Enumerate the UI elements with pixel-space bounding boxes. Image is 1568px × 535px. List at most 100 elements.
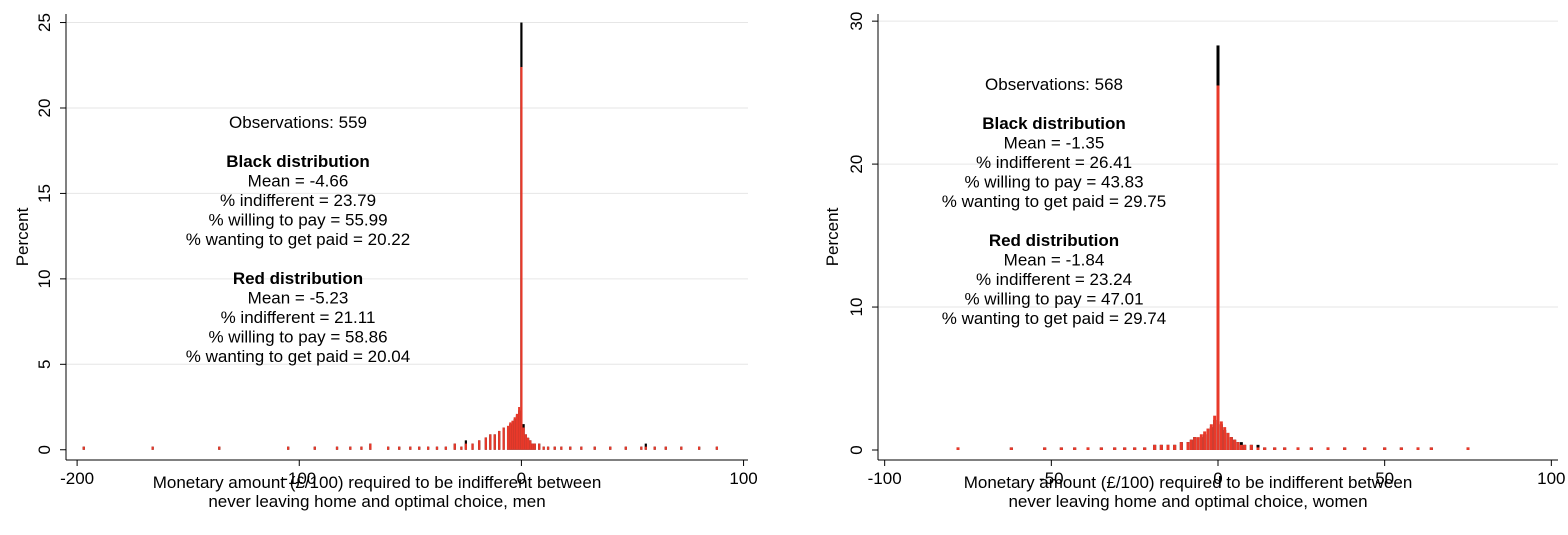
bar-red bbox=[1249, 444, 1253, 450]
annotation-red-line: Mean = -1.84 bbox=[1004, 251, 1105, 270]
y-tick-label: 10 bbox=[35, 269, 54, 288]
bar-red bbox=[1466, 447, 1470, 450]
annotation-black-heading: Black distribution bbox=[982, 114, 1126, 133]
bar-red bbox=[1196, 437, 1200, 450]
annotation-black-line: % willing to pay = 43.83 bbox=[964, 173, 1143, 192]
bar-red bbox=[398, 446, 401, 450]
bar-red bbox=[335, 446, 339, 450]
x-tick-label: -100 bbox=[282, 469, 316, 488]
annotation-red-line: % indifferent = 23.24 bbox=[976, 270, 1132, 289]
bar-red bbox=[1099, 447, 1103, 450]
bar-red bbox=[1429, 447, 1433, 450]
x-tick-label: 0 bbox=[1213, 469, 1222, 488]
x-tick-label: -100 bbox=[868, 469, 902, 488]
bar-red bbox=[640, 446, 643, 450]
bar-red bbox=[698, 446, 701, 450]
x-tick-label: 100 bbox=[729, 469, 757, 488]
bar-red bbox=[1143, 447, 1147, 450]
bar-red bbox=[287, 446, 290, 450]
bar-red bbox=[1186, 442, 1190, 450]
bar-red bbox=[1086, 447, 1090, 450]
bar-red bbox=[313, 446, 316, 450]
bar-red bbox=[387, 446, 390, 450]
annotation-red-line: % willing to pay = 58.86 bbox=[208, 328, 387, 347]
bar-red bbox=[1113, 447, 1117, 450]
bar-red bbox=[520, 66, 523, 450]
bar-red bbox=[715, 446, 718, 450]
bar-red bbox=[360, 446, 363, 450]
bar-red bbox=[513, 417, 516, 450]
bar-red bbox=[1133, 447, 1137, 450]
bar-red bbox=[460, 446, 463, 450]
bar-red bbox=[1256, 447, 1260, 450]
bar-red bbox=[509, 422, 512, 450]
bar-red bbox=[1193, 437, 1197, 450]
y-tick-label: 20 bbox=[847, 155, 866, 174]
bar-red bbox=[82, 446, 85, 450]
y-tick-label: 15 bbox=[35, 184, 54, 203]
bar-red bbox=[427, 446, 430, 450]
bar-red bbox=[1399, 447, 1403, 450]
x-tick-label: 50 bbox=[1375, 469, 1394, 488]
bar-red bbox=[409, 446, 412, 450]
chart-panel-2: 0 10 20 30 -100 -50 0 50 100 Monetary amount (£/1… bbox=[823, 12, 1566, 511]
bar-red bbox=[515, 413, 519, 450]
bar-red bbox=[478, 440, 481, 450]
x-tick-label: 100 bbox=[1537, 469, 1565, 488]
bar-red bbox=[1199, 434, 1203, 450]
annotation-black-line: % indifferent = 23.79 bbox=[220, 191, 376, 210]
bar-red bbox=[349, 446, 352, 450]
bar-red bbox=[1179, 442, 1183, 450]
bar-red bbox=[218, 446, 221, 450]
bar-red bbox=[511, 420, 514, 450]
annotation-black-line: Mean = -4.66 bbox=[248, 172, 349, 191]
bar-red bbox=[1123, 447, 1127, 450]
bar-red bbox=[518, 407, 521, 450]
bar-red bbox=[1416, 447, 1420, 450]
bar-red bbox=[464, 443, 467, 450]
bar-red bbox=[506, 425, 510, 450]
bar-red bbox=[569, 446, 572, 450]
bar-red bbox=[1203, 431, 1207, 450]
bar-red bbox=[1236, 442, 1240, 450]
x-axis-title: Monetary amount (£/100) required to be i… bbox=[153, 473, 602, 492]
y-tick-label: 0 bbox=[847, 445, 866, 454]
chart-panel-1: 0 5 10 15 20 25 -200 -100 0 100 Monetary amount (£… bbox=[13, 13, 758, 511]
bar-red bbox=[1153, 444, 1157, 450]
bar-red bbox=[553, 446, 556, 450]
bar-red bbox=[526, 437, 530, 450]
bar-red bbox=[435, 446, 439, 450]
y-axis-title: Percent bbox=[823, 207, 842, 266]
bar-red bbox=[1239, 444, 1243, 450]
bar-red bbox=[680, 446, 683, 450]
bar-red bbox=[531, 443, 534, 450]
bar-red bbox=[1263, 447, 1267, 450]
bar-red bbox=[1229, 437, 1233, 450]
bar-red bbox=[1189, 439, 1193, 450]
bar-red bbox=[1343, 447, 1347, 450]
annotation-black-line: Mean = -1.35 bbox=[1004, 134, 1105, 153]
bar-red bbox=[502, 427, 505, 450]
annotation-black-line: % willing to pay = 55.99 bbox=[208, 211, 387, 230]
x-tick-label: -200 bbox=[60, 469, 94, 488]
bar-red bbox=[1283, 447, 1287, 450]
bar-red bbox=[653, 446, 656, 450]
y-tick-label: 25 bbox=[35, 13, 54, 32]
bar-red bbox=[538, 443, 541, 450]
bar-red bbox=[418, 446, 421, 450]
annotation-red-line: % wanting to get paid = 20.04 bbox=[186, 347, 410, 366]
annotation-red-heading: Red distribution bbox=[989, 231, 1119, 250]
bar-red bbox=[1223, 427, 1227, 450]
bar-red bbox=[1216, 85, 1220, 450]
bar-red bbox=[1009, 447, 1013, 450]
bar-red bbox=[1309, 447, 1313, 450]
bar-red bbox=[1296, 447, 1300, 450]
bar-red bbox=[529, 440, 532, 450]
x-axis-title: never leaving home and optimal choice, m… bbox=[208, 492, 545, 511]
bar-red bbox=[489, 434, 492, 450]
bar-red bbox=[593, 446, 596, 450]
x-axis-title: Monetary amount (£/100) required to be i… bbox=[964, 473, 1413, 492]
bar-red bbox=[1073, 447, 1077, 450]
bar-red bbox=[624, 446, 627, 450]
